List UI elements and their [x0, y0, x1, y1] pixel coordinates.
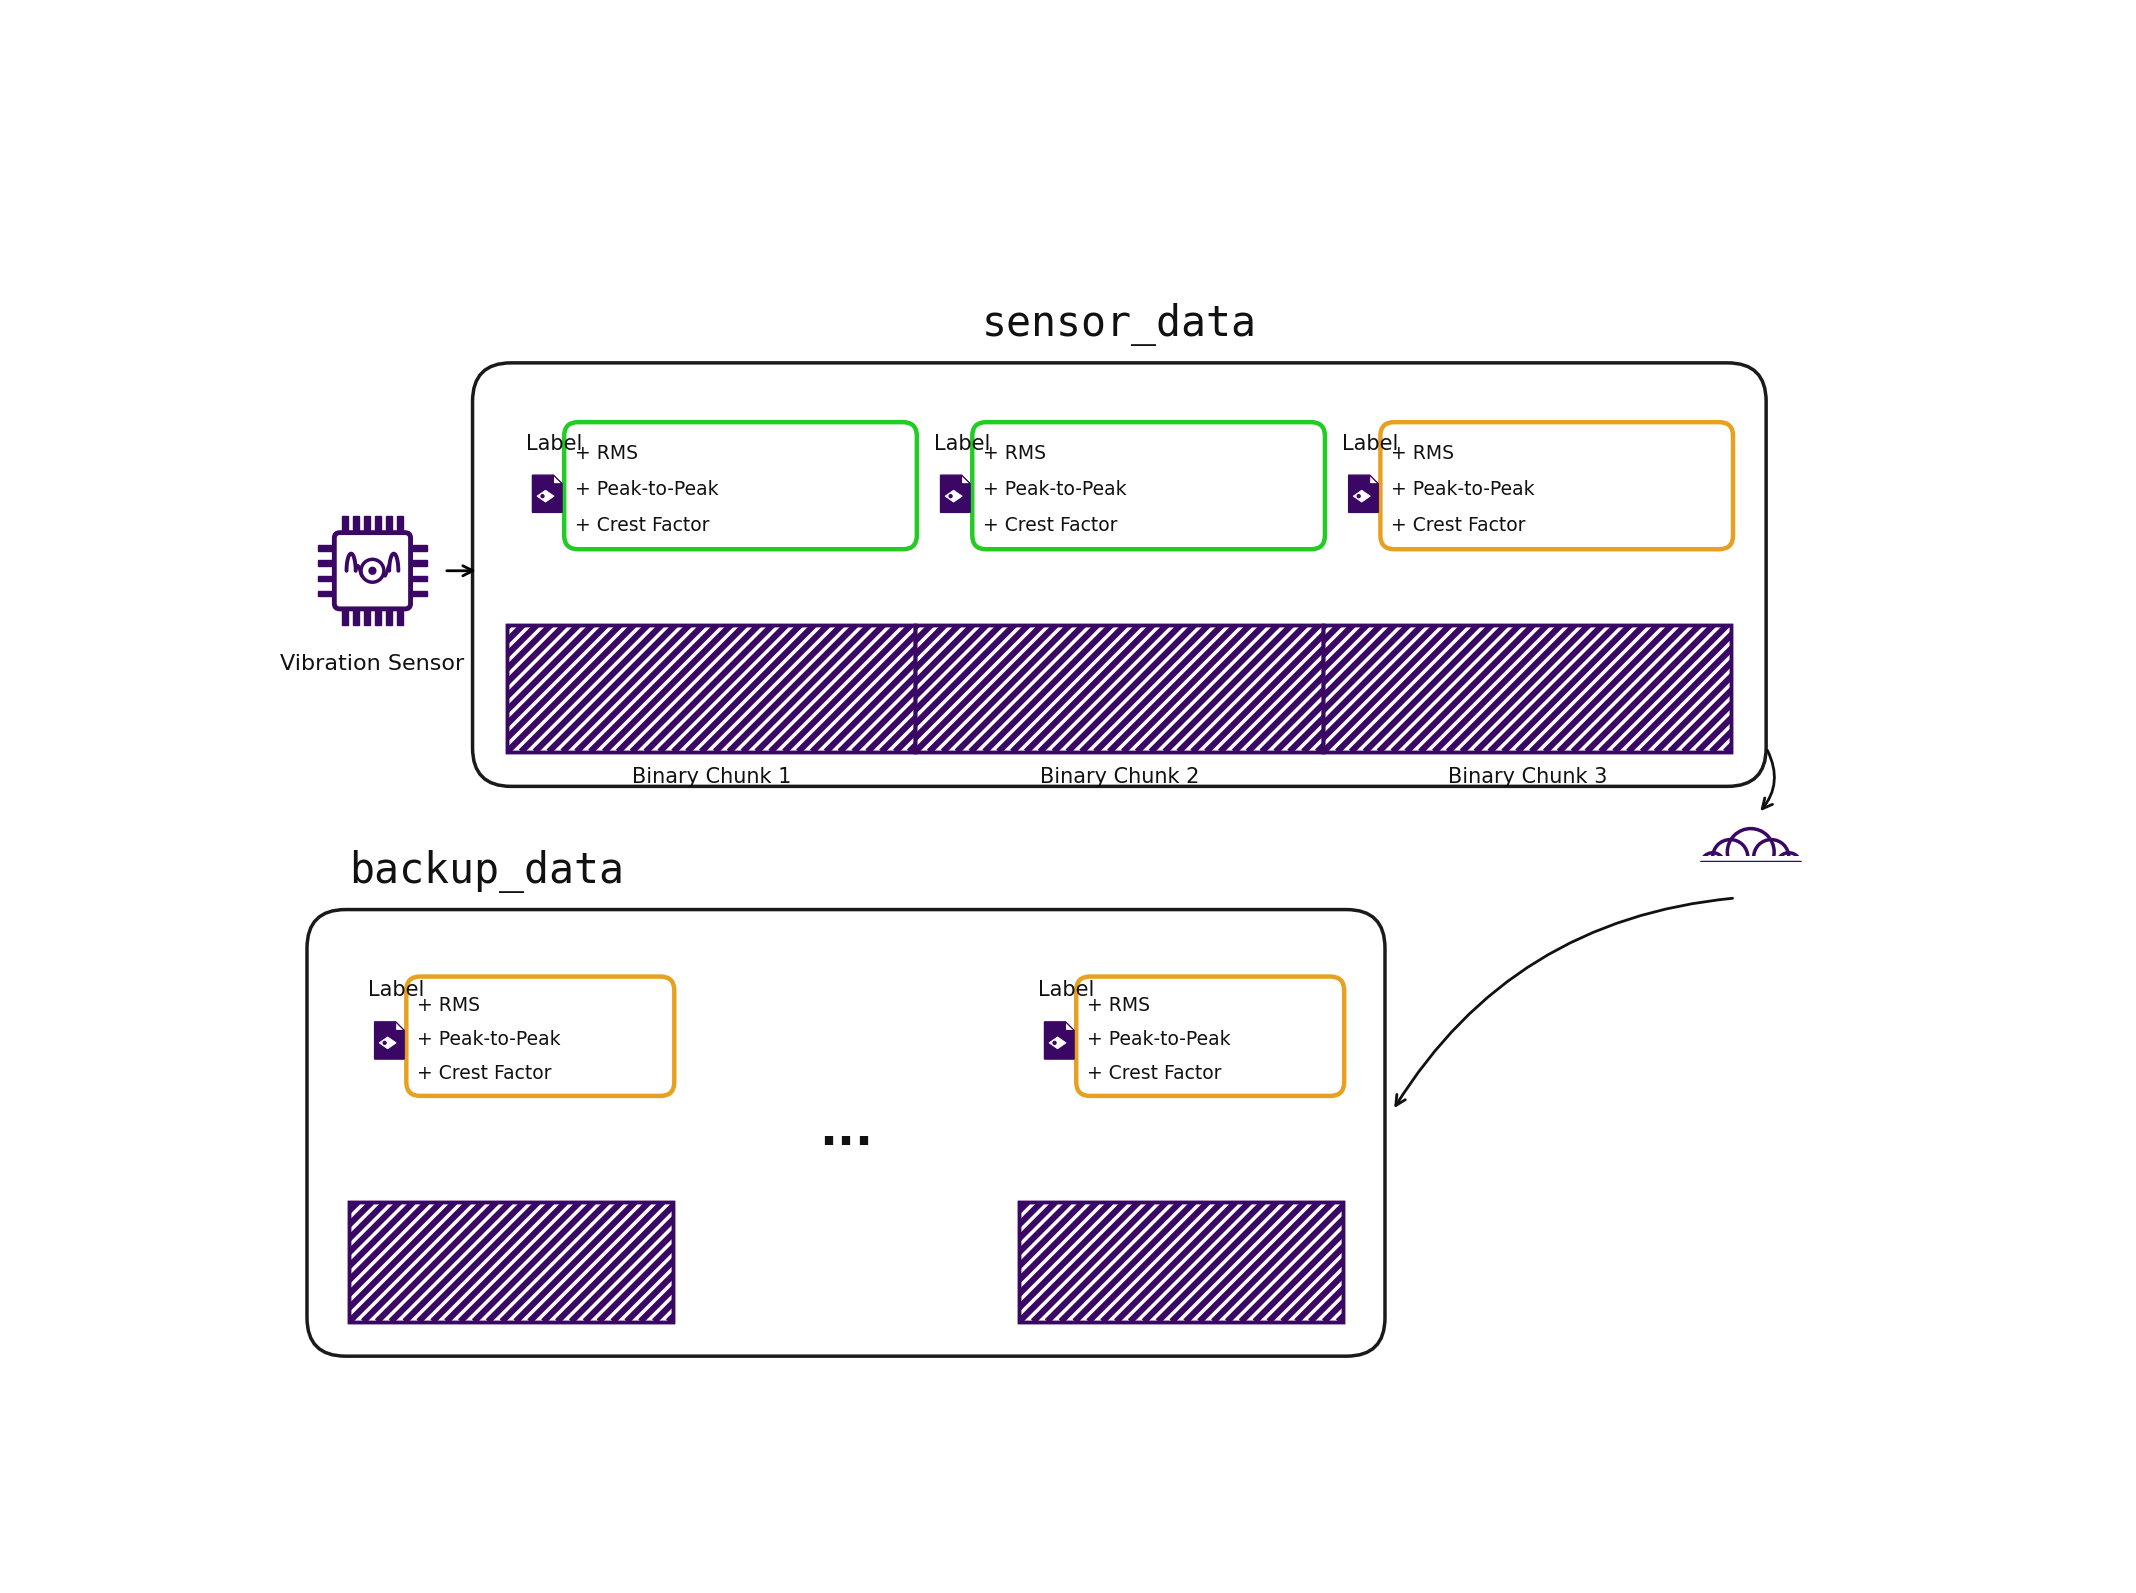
Polygon shape: [1066, 1021, 1074, 1031]
Text: + Crest Factor: + Crest Factor: [1391, 516, 1525, 535]
Bar: [376, 609, 380, 626]
Bar: [410, 575, 427, 581]
Circle shape: [1777, 852, 1801, 876]
Bar: [916, 624, 1324, 752]
Bar: [352, 609, 359, 626]
Polygon shape: [1352, 491, 1371, 502]
Bar: [1324, 624, 1732, 752]
Text: + RMS: + RMS: [1087, 996, 1149, 1015]
Text: + RMS: + RMS: [575, 443, 639, 462]
Text: ...: ...: [818, 1110, 874, 1155]
Text: Binary Chunk 2: Binary Chunk 2: [1040, 768, 1198, 787]
FancyBboxPatch shape: [1380, 422, 1732, 550]
Bar: [1698, 862, 1803, 900]
Text: + RMS: + RMS: [417, 996, 481, 1015]
Text: + Crest Factor: + Crest Factor: [1087, 1064, 1222, 1083]
Bar: [352, 516, 359, 532]
Bar: [350, 1203, 673, 1322]
Text: Label: Label: [933, 433, 991, 454]
Polygon shape: [1045, 1021, 1074, 1059]
Text: Binary Chunk 3: Binary Chunk 3: [1448, 768, 1606, 787]
Bar: [1324, 624, 1732, 752]
Bar: [318, 591, 335, 596]
Bar: [363, 516, 370, 532]
Polygon shape: [395, 1021, 404, 1031]
Polygon shape: [944, 491, 961, 502]
Text: + RMS: + RMS: [1391, 443, 1455, 462]
Circle shape: [1728, 828, 1775, 876]
Bar: [397, 609, 402, 626]
Bar: [318, 561, 335, 566]
Polygon shape: [1049, 1037, 1066, 1048]
Polygon shape: [1369, 475, 1378, 484]
FancyBboxPatch shape: [472, 363, 1766, 787]
Circle shape: [370, 567, 376, 573]
Circle shape: [1700, 852, 1724, 876]
Polygon shape: [961, 475, 970, 484]
Text: sensor_data: sensor_data: [983, 303, 1256, 346]
Text: + Peak-to-Peak: + Peak-to-Peak: [417, 1031, 562, 1050]
Circle shape: [1356, 495, 1361, 497]
Text: + Peak-to-Peak: + Peak-to-Peak: [1391, 479, 1536, 499]
Text: backup_data: backup_data: [350, 849, 624, 892]
Bar: [363, 609, 370, 626]
Bar: [506, 624, 916, 752]
Polygon shape: [553, 475, 562, 484]
Circle shape: [948, 495, 953, 497]
Bar: [397, 516, 402, 532]
Circle shape: [540, 495, 545, 497]
Text: + Crest Factor: + Crest Factor: [417, 1064, 551, 1083]
FancyBboxPatch shape: [972, 422, 1324, 550]
Text: + Crest Factor: + Crest Factor: [983, 516, 1117, 535]
Bar: [350, 1203, 673, 1322]
Circle shape: [382, 1042, 387, 1045]
Polygon shape: [532, 475, 562, 513]
Text: + RMS: + RMS: [983, 443, 1047, 462]
Bar: [916, 624, 1324, 752]
Polygon shape: [940, 475, 970, 513]
Bar: [318, 545, 335, 551]
Text: Binary Chunk 1: Binary Chunk 1: [632, 768, 790, 787]
Bar: [410, 591, 427, 596]
Text: Label: Label: [367, 980, 425, 1000]
Text: + Peak-to-Peak: + Peak-to-Peak: [575, 479, 718, 499]
Polygon shape: [1348, 475, 1378, 513]
FancyBboxPatch shape: [308, 910, 1384, 1356]
Polygon shape: [378, 1037, 397, 1048]
Text: + Crest Factor: + Crest Factor: [575, 516, 709, 535]
Bar: [318, 575, 335, 581]
FancyBboxPatch shape: [335, 532, 410, 609]
FancyBboxPatch shape: [564, 422, 916, 550]
Bar: [1698, 855, 1803, 895]
Text: Label: Label: [1038, 980, 1094, 1000]
Bar: [506, 624, 916, 752]
Bar: [1019, 1203, 1344, 1322]
Text: + Peak-to-Peak: + Peak-to-Peak: [983, 479, 1126, 499]
Bar: [410, 545, 427, 551]
Circle shape: [1754, 840, 1788, 875]
Text: Vibration Sensor: Vibration Sensor: [280, 655, 464, 674]
Text: + Peak-to-Peak: + Peak-to-Peak: [1087, 1031, 1230, 1050]
Circle shape: [361, 559, 384, 581]
Bar: [376, 516, 380, 532]
FancyBboxPatch shape: [406, 977, 675, 1096]
Circle shape: [1053, 1042, 1055, 1045]
Bar: [342, 609, 348, 626]
Text: Label: Label: [1341, 433, 1399, 454]
Polygon shape: [536, 491, 553, 502]
Bar: [342, 516, 348, 532]
Bar: [410, 561, 427, 566]
Bar: [1019, 1203, 1344, 1322]
Bar: [387, 516, 391, 532]
Polygon shape: [374, 1021, 404, 1059]
Bar: [387, 609, 391, 626]
Circle shape: [1713, 840, 1747, 875]
Text: Label: Label: [525, 433, 581, 454]
FancyBboxPatch shape: [1077, 977, 1344, 1096]
